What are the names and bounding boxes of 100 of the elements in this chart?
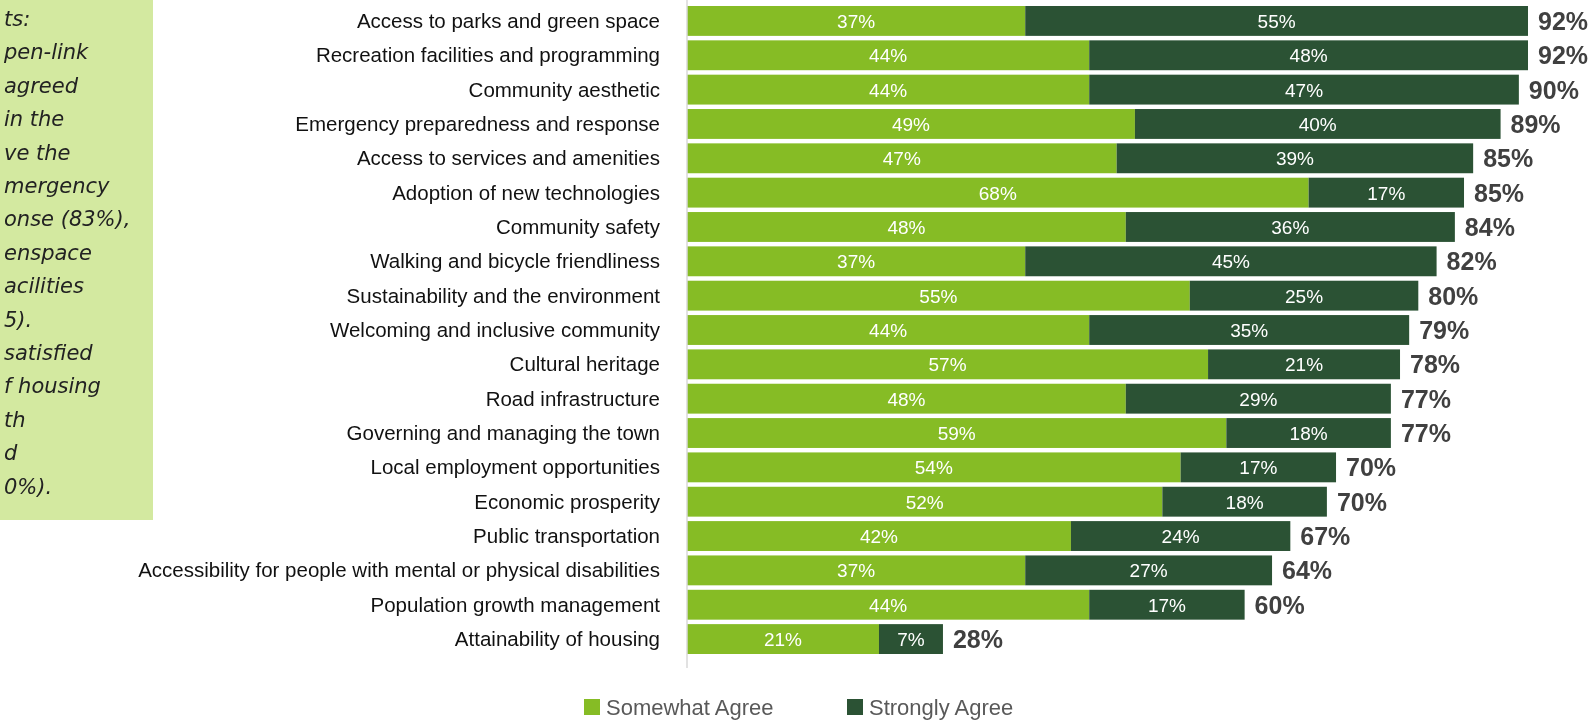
total-label: 85%: [1483, 144, 1534, 173]
data-label: 48%: [1289, 45, 1328, 67]
bar: [687, 280, 1190, 311]
total-label: 90%: [1528, 75, 1579, 104]
total-label: 79%: [1419, 316, 1470, 344]
bar: [1125, 212, 1455, 242]
data-label: 25%: [1285, 285, 1324, 307]
data-label: 44%: [869, 45, 908, 67]
data-label: 47%: [882, 148, 921, 170]
y-tick-label: Attainability of housing: [454, 627, 660, 651]
data-label: 40%: [1298, 113, 1337, 135]
text: enspace: [4, 240, 92, 265]
data-label: 68%: [978, 182, 1017, 204]
y-tick-label: Community aesthetic: [468, 77, 660, 101]
bar: [1025, 555, 1273, 586]
bar: [687, 177, 1309, 208]
data-label: 18%: [1225, 491, 1264, 513]
text: satisfied: [4, 341, 94, 365]
bar: [1070, 521, 1291, 551]
bar: [1189, 280, 1419, 311]
data-label: 37%: [837, 10, 876, 32]
y-tick-label: Economic prosperity: [474, 489, 661, 513]
y-tick-label: Local employment opportunities: [370, 455, 660, 479]
bar: [687, 315, 1090, 345]
y-tick-label: Cultural heritage: [509, 352, 660, 376]
bar: [687, 452, 1181, 483]
data-label: 44%: [869, 79, 908, 101]
text: f housing: [4, 374, 101, 399]
legend-label: Somewhat Agree: [606, 695, 774, 720]
y-tick-label: Adoption of new technologies: [392, 180, 660, 204]
text: ts:: [4, 7, 31, 31]
bar: [1162, 486, 1327, 517]
data-label: 59%: [937, 423, 976, 445]
bar: [687, 109, 1135, 139]
bar: [687, 212, 1126, 242]
total-label: 77%: [1400, 384, 1451, 413]
total-label: 77%: [1400, 419, 1451, 448]
text: ve the: [4, 140, 71, 165]
text: 5).: [4, 307, 33, 332]
bar: [687, 6, 1026, 36]
legend-label: Strongly Agree: [869, 695, 1014, 720]
data-label: 17%: [1239, 457, 1278, 479]
text: agreed: [4, 73, 79, 98]
data-label: 52%: [905, 491, 944, 513]
data-label: 44%: [869, 320, 908, 341]
total-label: 85%: [1474, 178, 1525, 207]
data-label: 55%: [1257, 10, 1296, 32]
y-tick-label: Access to parks and green space: [356, 8, 660, 32]
bar: [1089, 74, 1519, 105]
y-tick-label: Emergency preparedness and response: [295, 111, 660, 135]
data-label: 17%: [1367, 182, 1406, 204]
data-label: 35%: [1230, 320, 1269, 341]
y-tick-label: Community safety: [495, 214, 661, 238]
text: 0%).: [4, 474, 53, 499]
total-label: 70%: [1336, 487, 1387, 516]
total-label: 60%: [1254, 590, 1305, 619]
bar: [687, 143, 1117, 174]
data-label: 45%: [1211, 251, 1251, 273]
bar: [1025, 246, 1437, 277]
data-label: 44%: [869, 594, 908, 616]
bar: [687, 418, 1227, 448]
text: onse (83%),: [4, 207, 131, 232]
data-label: 54%: [914, 457, 953, 479]
y-tick-label: Walking and bicycle friendliness: [370, 249, 660, 273]
bar: [1134, 109, 1501, 139]
data-label: 21%: [763, 629, 803, 651]
data-label: 27%: [1129, 560, 1168, 582]
bar: [1226, 418, 1391, 448]
bar: [1089, 315, 1410, 345]
y-tick-label: Access to services and amenities: [356, 146, 660, 170]
y-tick-label: Public transportation: [473, 524, 660, 548]
text: in the: [4, 107, 65, 132]
bar: [687, 624, 879, 654]
total-label: 67%: [1300, 522, 1351, 551]
data-label: 37%: [837, 560, 876, 582]
bar: [687, 589, 1090, 620]
bar: [1308, 177, 1465, 208]
bar: [878, 624, 943, 654]
text: th: [4, 407, 26, 432]
data-label: 24%: [1161, 526, 1200, 548]
data-label: 48%: [887, 216, 926, 238]
bar: [1025, 6, 1528, 36]
y-tick-label: Welcoming and inclusive community: [329, 318, 661, 341]
total-label: 64%: [1282, 556, 1333, 585]
text: acilities: [4, 274, 84, 299]
bar: [687, 40, 1090, 71]
bar: [1125, 383, 1391, 414]
text: pen-link: [3, 40, 90, 65]
bar: [1180, 452, 1337, 483]
data-label: 37%: [837, 251, 876, 273]
total-label: 84%: [1464, 212, 1515, 241]
bar: [687, 521, 1071, 551]
total-label: 80%: [1428, 281, 1479, 310]
y-tick-label: Sustainability and the environment: [346, 283, 661, 307]
data-label: 47%: [1285, 79, 1324, 101]
total-label: 78%: [1410, 350, 1461, 379]
y-tick-label: Population growth management: [370, 592, 661, 616]
total-label: 70%: [1346, 453, 1397, 482]
total-label: 89%: [1510, 109, 1561, 138]
data-label: 42%: [859, 526, 899, 548]
